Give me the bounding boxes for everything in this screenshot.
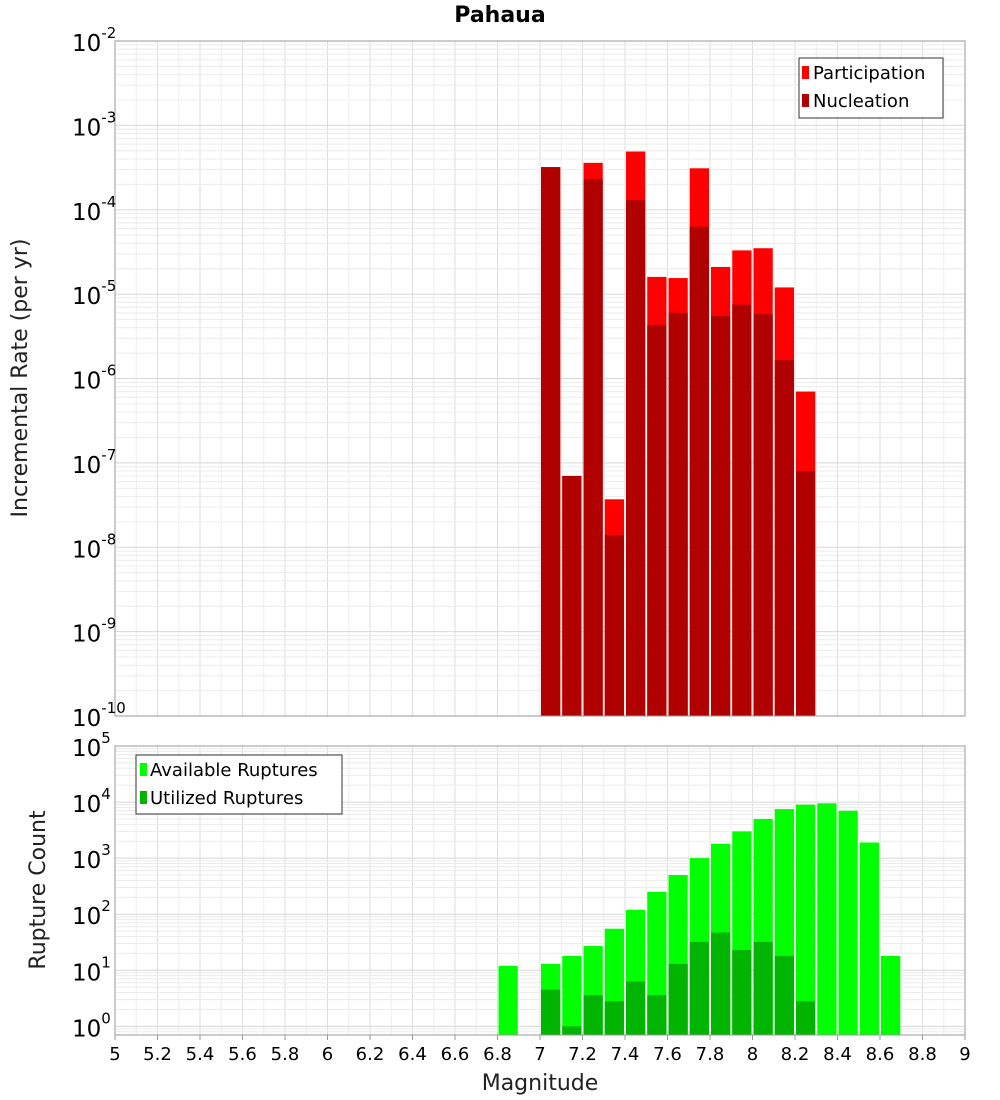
rate-legend-box bbox=[798, 57, 944, 119]
count-bar-utilized-ruptures bbox=[796, 1001, 816, 1035]
rate-bar-nucleation bbox=[541, 167, 561, 716]
count-bar-available-ruptures bbox=[562, 955, 582, 1035]
count-bar-utilized-ruptures bbox=[562, 1026, 582, 1035]
count-y-tick-label: 101 bbox=[72, 953, 111, 986]
count-legend: Available Ruptures Utilized Ruptures bbox=[135, 754, 343, 815]
count-y-axis-label: Rupture Count bbox=[26, 810, 51, 970]
count-bar-utilized-ruptures bbox=[711, 932, 731, 1035]
magnitude-x-axis-label: Magnitude bbox=[482, 1071, 599, 1096]
count-bar-available-ruptures bbox=[796, 804, 816, 1035]
rate-bars bbox=[541, 151, 816, 717]
x-tick-label: 9 bbox=[959, 1044, 970, 1065]
x-tick-label: 5.6 bbox=[228, 1044, 257, 1065]
legend-label-available: Available Ruptures bbox=[150, 760, 318, 781]
x-tick-label: 6.6 bbox=[441, 1044, 470, 1065]
rate-y-tick-label: 10-10 bbox=[72, 699, 126, 732]
count-bar-utilized-ruptures bbox=[732, 949, 752, 1035]
x-tick-label: 8.4 bbox=[823, 1044, 852, 1065]
count-y-tick-label: 103 bbox=[72, 841, 111, 874]
rate-y-tick-label: 10-8 bbox=[72, 530, 116, 563]
x-tick-label: 6.4 bbox=[398, 1044, 427, 1065]
legend-label-nucleation: Nucleation bbox=[813, 91, 909, 112]
count-bar-utilized-ruptures bbox=[647, 995, 667, 1035]
x-tick-label: 5.8 bbox=[271, 1044, 300, 1065]
count-bar-available-ruptures bbox=[498, 965, 518, 1035]
x-tick-label: 8.2 bbox=[781, 1044, 810, 1065]
rate-y-tick-label: 10-5 bbox=[72, 277, 116, 310]
count-bars bbox=[498, 803, 901, 1035]
count-y-tick-label: 104 bbox=[72, 785, 111, 818]
count-bar-utilized-ruptures bbox=[774, 955, 794, 1035]
x-tick-label: 5.4 bbox=[186, 1044, 215, 1065]
count-y-tick-label: 102 bbox=[72, 897, 111, 930]
count-y-tick-label: 100 bbox=[72, 1009, 111, 1042]
rate-y-tick-label: 10-6 bbox=[72, 362, 116, 395]
chart-title: Pahaua bbox=[454, 3, 545, 28]
count-panel: 100 101 102 103 104 105 5 5.2 5.4 5.6 5.8 6 6.2 6.4 6… bbox=[26, 729, 971, 1096]
x-tick-label: 7.8 bbox=[696, 1044, 725, 1065]
x-tick-label: 5.2 bbox=[143, 1044, 172, 1065]
count-y-ticks: 100 101 102 103 104 105 bbox=[72, 729, 111, 1042]
count-bar-utilized-ruptures bbox=[626, 981, 646, 1035]
rate-grid bbox=[114, 40, 966, 717]
legend-swatch-utilized bbox=[140, 791, 147, 804]
count-bar-utilized-ruptures bbox=[604, 1001, 624, 1035]
legend-swatch-available bbox=[140, 763, 147, 776]
magnitude-x-ticks: 5 5.2 5.4 5.6 5.8 6 6.2 6.4 6.6 6.8 7 7.2 7.4 7.6 7.8 8… bbox=[109, 1035, 971, 1065]
rate-bar-nucleation bbox=[711, 316, 731, 716]
legend-swatch-participation bbox=[802, 66, 809, 79]
x-tick-label: 6.8 bbox=[483, 1044, 512, 1065]
rate-y-tick-label: 10-3 bbox=[72, 108, 116, 141]
legend-swatch-nucleation bbox=[802, 94, 809, 107]
x-tick-label: 6.2 bbox=[356, 1044, 385, 1065]
legend-label-participation: Participation bbox=[813, 63, 925, 84]
rate-y-tick-label: 10-9 bbox=[72, 615, 116, 648]
rate-y-ticks: 10-10 10-9 10-8 10-7 10-6 10-5 10-4 10-3 10-2 bbox=[72, 24, 126, 732]
rate-bar-nucleation bbox=[774, 360, 794, 716]
count-bar-utilized-ruptures bbox=[583, 995, 603, 1035]
rate-bar-nucleation bbox=[753, 314, 773, 716]
count-bar-utilized-ruptures bbox=[668, 963, 688, 1035]
rate-legend: Participation Nucleation bbox=[798, 57, 944, 119]
rate-bar-nucleation bbox=[796, 471, 816, 716]
rate-y-tick-label: 10-2 bbox=[72, 24, 116, 57]
rate-panel: 10-10 10-9 10-8 10-7 10-6 10-5 10-4 10-3 10-2 In… bbox=[8, 24, 966, 732]
rate-bar-nucleation bbox=[732, 304, 752, 716]
count-legend-box bbox=[135, 754, 343, 815]
rate-bar-nucleation bbox=[668, 312, 688, 716]
count-bar-available-ruptures bbox=[817, 803, 837, 1035]
x-tick-label: 7.2 bbox=[568, 1044, 597, 1065]
rate-bar-nucleation bbox=[647, 325, 667, 716]
x-tick-label: 7.4 bbox=[611, 1044, 640, 1065]
count-bar-available-ruptures bbox=[881, 955, 901, 1035]
rate-y-tick-label: 10-7 bbox=[72, 446, 116, 479]
count-bar-utilized-ruptures bbox=[689, 941, 709, 1035]
rate-y-axis-label: Incremental Rate (per yr) bbox=[8, 239, 33, 518]
count-bar-available-ruptures bbox=[859, 842, 879, 1035]
rate-plot-border bbox=[114, 40, 966, 717]
x-tick-label: 8.8 bbox=[908, 1044, 937, 1065]
x-tick-label: 7 bbox=[534, 1044, 545, 1065]
rate-bar-nucleation bbox=[604, 534, 624, 716]
rate-bar-nucleation bbox=[562, 475, 582, 716]
legend-label-utilized: Utilized Ruptures bbox=[150, 788, 303, 809]
x-tick-label: 6 bbox=[322, 1044, 333, 1065]
count-bar-available-ruptures bbox=[838, 810, 858, 1035]
count-y-tick-label: 105 bbox=[72, 729, 111, 762]
x-tick-label: 8 bbox=[747, 1044, 758, 1065]
rate-bar-nucleation bbox=[689, 226, 709, 716]
rate-y-tick-label: 10-4 bbox=[72, 193, 116, 226]
rate-bar-nucleation bbox=[626, 200, 646, 716]
x-tick-label: 8.6 bbox=[866, 1044, 895, 1065]
x-tick-label: 5 bbox=[109, 1044, 120, 1065]
rate-bar-nucleation bbox=[583, 179, 603, 716]
count-bar-utilized-ruptures bbox=[541, 989, 561, 1035]
x-tick-label: 7.6 bbox=[653, 1044, 682, 1065]
count-bar-utilized-ruptures bbox=[753, 941, 773, 1035]
